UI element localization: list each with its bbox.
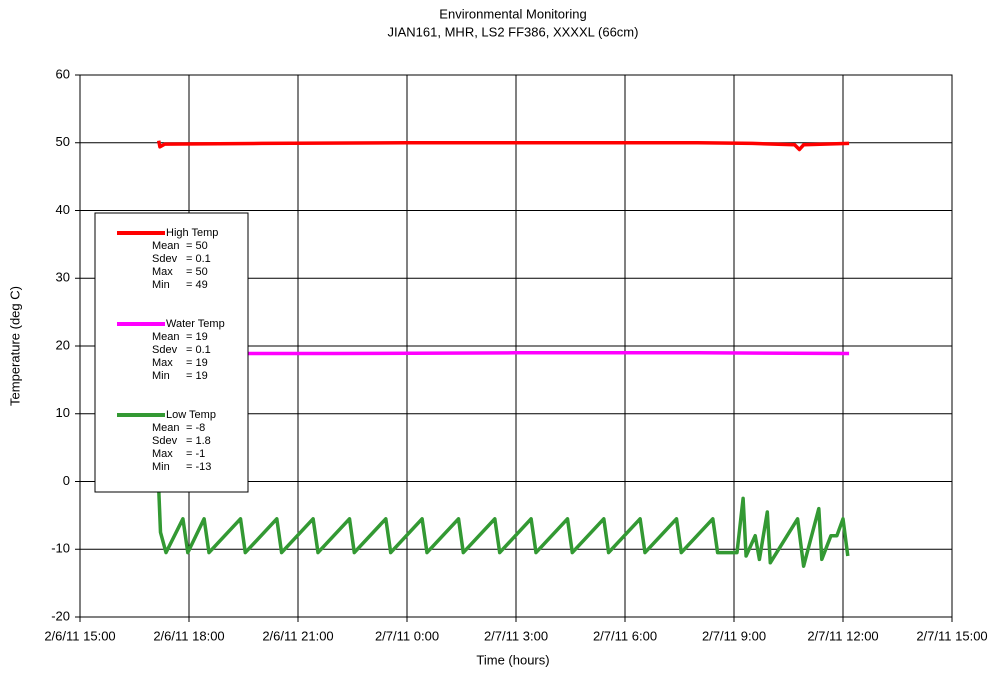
chart-subtitle: JIAN161, MHR, LS2 FF386, XXXXL (66cm) (388, 24, 639, 39)
legend-stat-value: = 0.1 (186, 253, 211, 265)
legend-stat-label: Min (152, 279, 170, 291)
legend-stat-label: Max (152, 266, 173, 278)
x-tick-label: 2/6/11 15:00 (44, 628, 115, 643)
legend-stat-label: Mean (152, 331, 180, 343)
legend-stat-value: = 19 (186, 357, 208, 369)
x-tick-label: 2/6/11 21:00 (262, 628, 333, 643)
x-tick-label: 2/7/11 12:00 (807, 628, 878, 643)
legend-stat-value: = 50 (186, 240, 208, 252)
y-axis-label: Temperature (deg C) (7, 286, 22, 406)
x-tick-label: 2/7/11 3:00 (484, 628, 548, 643)
legend-stat-label: Max (152, 448, 173, 460)
legend-stat-label: Mean (152, 240, 180, 252)
legend-label: High Temp (166, 227, 218, 239)
series-line (158, 351, 850, 356)
legend-label: Water Temp (166, 318, 225, 330)
legend-label: Low Temp (166, 409, 216, 421)
legend-box (94, 212, 249, 493)
y-tick-label: 0 (63, 473, 70, 488)
y-tick-label: 20 (56, 337, 70, 352)
legend-stat-value: = 0.1 (186, 344, 211, 356)
y-tick-label: -20 (51, 608, 70, 623)
y-tick-label: 10 (56, 405, 70, 420)
y-tick-label: 60 (56, 66, 70, 81)
plot-frame (79, 74, 953, 618)
legend-stat-value: = -8 (186, 422, 205, 434)
legend-stat-value: = 1.8 (186, 435, 211, 447)
legend-stat-value: = -13 (186, 461, 211, 473)
legend-stat-label: Min (152, 370, 170, 382)
chart-title: Environmental Monitoring (439, 6, 586, 21)
y-tick-label: 30 (56, 270, 70, 285)
series-line (156, 140, 850, 152)
legend-stat-value: = 49 (186, 279, 208, 291)
x-tick-label: 2/7/11 6:00 (593, 628, 657, 643)
x-tick-label: 2/6/11 18:00 (153, 628, 224, 643)
legend-stat-value: = -1 (186, 448, 205, 460)
legend-stat-value: = 50 (186, 266, 208, 278)
x-axis-label: Time (hours) (476, 652, 549, 667)
x-tick-label: 2/7/11 9:00 (702, 628, 766, 643)
legend-stat-value: = 19 (186, 370, 208, 382)
x-tick-label: 2/7/11 0:00 (375, 628, 439, 643)
x-tick-label: 2/7/11 15:00 (916, 628, 987, 643)
legend-stat-label: Min (152, 461, 170, 473)
legend-stat-label: Sdev (152, 253, 178, 265)
legend-stat-label: Max (152, 357, 173, 369)
legend-stat-value: = 19 (186, 331, 208, 343)
y-tick-label: 40 (56, 202, 70, 217)
y-tick-label: 50 (56, 134, 70, 149)
legend-stat-label: Mean (152, 422, 180, 434)
legend-stat-label: Sdev (152, 435, 178, 447)
series-line (156, 488, 850, 568)
legend-stat-label: Sdev (152, 344, 178, 356)
y-tick-label: -10 (51, 541, 70, 556)
